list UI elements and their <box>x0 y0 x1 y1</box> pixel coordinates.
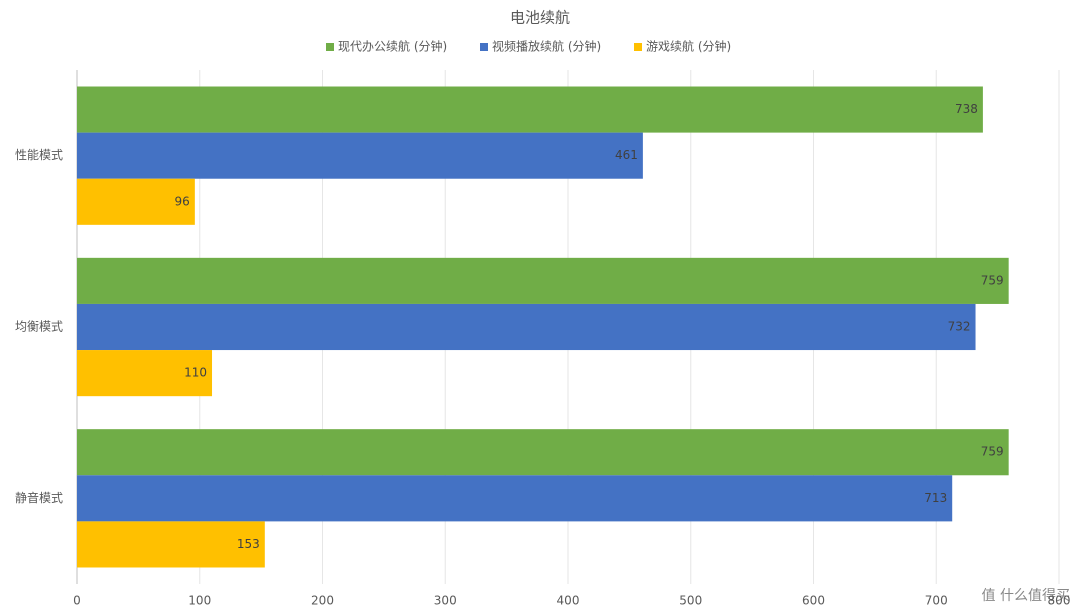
bar <box>77 178 195 225</box>
value-label: 96 <box>175 194 190 208</box>
legend-label: 视频播放续航 (分钟) <box>492 39 601 54</box>
value-label: 738 <box>955 102 978 116</box>
legend-swatch <box>634 43 642 51</box>
x-tick-label: 800 <box>1048 594 1071 608</box>
legend-label: 现代办公续航 (分钟) <box>338 39 447 54</box>
watermark: 值 什么值得买 <box>982 587 1070 604</box>
x-tick-label: 400 <box>557 594 580 608</box>
x-tick-label: 0 <box>73 594 81 608</box>
bar <box>77 257 1009 304</box>
value-label: 759 <box>981 273 1004 287</box>
value-label: 153 <box>237 537 260 551</box>
bar <box>77 521 265 568</box>
x-tick-label: 600 <box>802 594 825 608</box>
bar <box>77 429 1009 476</box>
y-tick-label: 性能模式 <box>15 148 63 162</box>
bar <box>77 350 213 397</box>
chart-title: 电池续航 <box>510 9 570 27</box>
legend-label: 游戏续航 (分钟) <box>646 39 731 54</box>
value-label: 732 <box>948 320 971 334</box>
x-tick-label: 700 <box>925 594 948 608</box>
value-label: 110 <box>184 366 207 380</box>
bar <box>77 303 976 351</box>
bar <box>77 86 983 133</box>
legend-swatch <box>480 43 488 51</box>
y-tick-label: 静音模式 <box>15 490 63 505</box>
x-tick-label: 300 <box>434 594 457 608</box>
value-label: 713 <box>924 491 947 505</box>
value-label: 759 <box>981 445 1004 459</box>
bar <box>77 132 643 179</box>
x-tick-label: 500 <box>679 594 702 608</box>
x-tick-label: 200 <box>311 594 334 608</box>
x-tick-label: 100 <box>188 594 211 608</box>
bar <box>77 475 953 522</box>
legend-swatch <box>326 43 334 51</box>
value-label: 461 <box>615 148 638 162</box>
y-tick-label: 均衡模式 <box>15 320 63 334</box>
